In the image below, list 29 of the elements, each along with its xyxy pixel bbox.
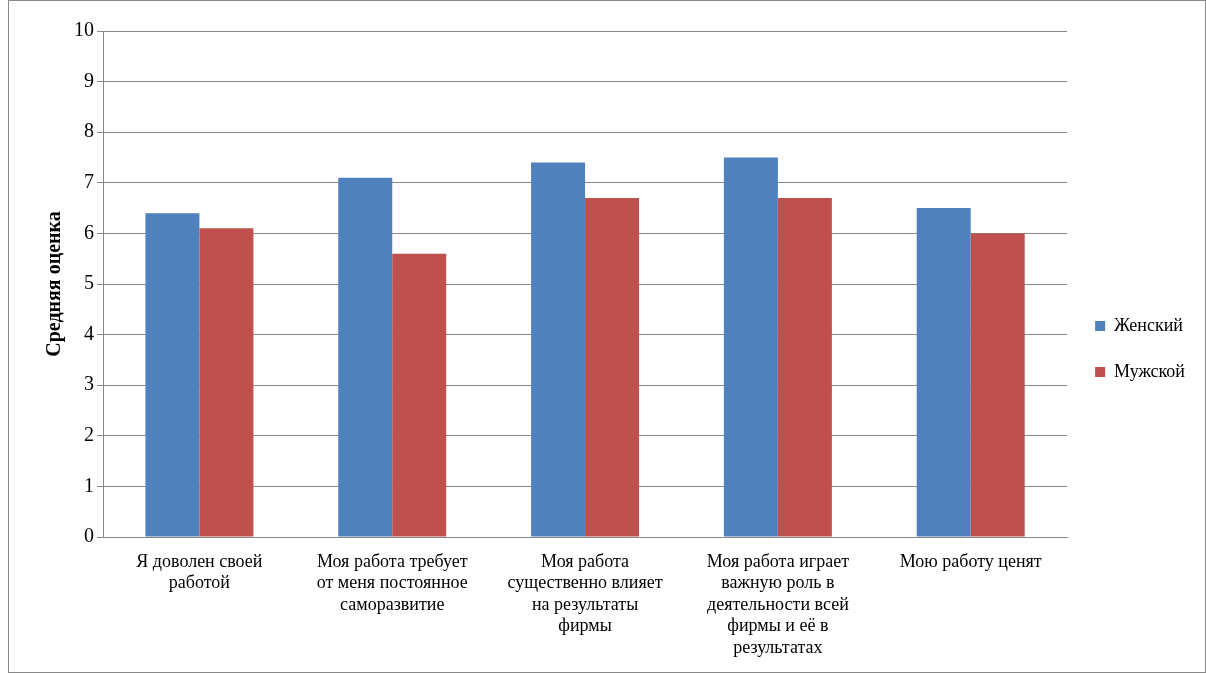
bar [970,233,1025,537]
bar [531,162,586,537]
y-tick-label: 1 [84,473,94,496]
y-tick-label: 7 [84,170,94,193]
x-tick-label: Моя работа существенно влияет на результаты фирмы [507,550,663,636]
bar [585,197,640,537]
y-tick-label: 5 [84,271,94,294]
legend-label: Женский [1114,314,1184,335]
bar [777,197,832,537]
bar [723,157,778,537]
bar [392,253,447,537]
legend-label: Мужской [1114,360,1186,381]
y-tick-label: 2 [84,423,94,446]
x-tick-label: Моя работа требует от меня постоянное саморазвитие [316,550,468,614]
x-tick-label: Я доволен своей работой [136,550,263,593]
y-axis-title: Средняя оценка [42,211,66,357]
y-tick-label: 3 [84,372,94,395]
bar [199,228,254,537]
y-tick-label: 6 [84,220,94,243]
y-tick-label: 10 [74,18,94,41]
y-tick-label: 9 [84,68,94,91]
y-tick-label: 0 [84,524,94,547]
bar [916,208,971,537]
y-tick-label: 8 [84,119,94,142]
bar [145,213,200,537]
x-tick-label: Мою работу ценят [899,550,1042,571]
y-tick-label: 4 [84,321,94,344]
x-tick-label: Моя работа играет важную роль в деятельности всей фирмы и её в результатах [706,550,850,657]
bar [338,177,393,537]
